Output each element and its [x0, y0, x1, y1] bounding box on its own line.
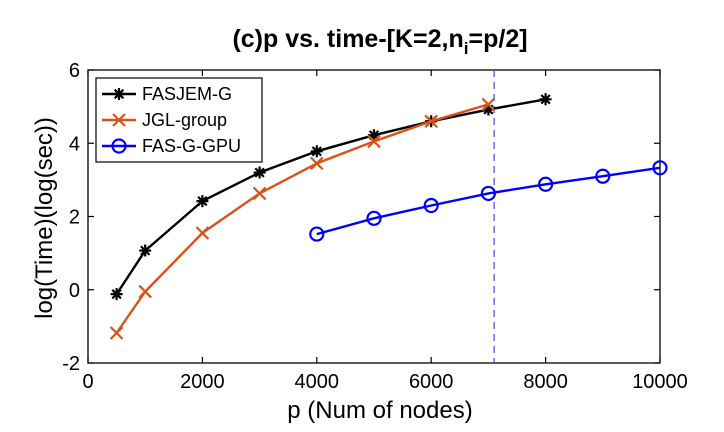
data-point-asterisk: [310, 145, 323, 158]
x-tick-label: 4000: [295, 371, 340, 393]
plot-area: 0 2000 4000 6000 8000 10000-20246FASJEM-GJGL-…: [62, 60, 688, 393]
legend: FASJEM-G JGL-group FAS-G-GPU: [95, 77, 263, 163]
data-point-x: [109, 326, 124, 340]
y-tick-label: -2: [62, 353, 80, 375]
legend-item: FASJEM-G: [102, 84, 232, 104]
data-point-circle: [537, 176, 554, 192]
data-point-x: [252, 186, 267, 201]
data-point-x: [138, 284, 152, 299]
data-point-circle: [309, 226, 325, 242]
series-jgl-group: [109, 97, 496, 340]
x-axis-label: p (Num of nodes): [287, 397, 472, 424]
y-tick-label: 2: [69, 207, 80, 229]
chart-title: (c)p vs. time-[K=2,ni=p/2]: [232, 25, 527, 58]
legend-label: JGL-group: [142, 110, 227, 130]
x-tick-label: 8000: [523, 371, 568, 393]
x-tick-label: 0: [82, 371, 93, 393]
data-point-asterisk: [482, 103, 495, 116]
data-point-circle: [111, 138, 127, 154]
series-fas-g-gpu: [309, 160, 668, 242]
data-point-x: [481, 97, 496, 112]
data-point-x: [367, 134, 381, 149]
series-line: [316, 166, 661, 236]
legend-item: JGL-group: [102, 110, 227, 130]
data-point-circle: [480, 185, 496, 202]
data-point-x: [310, 156, 324, 171]
series-fasjem-g: [110, 93, 552, 301]
chart-title-subscript: i: [464, 39, 469, 58]
chart-title-suffix: =p/2]: [469, 25, 528, 53]
chart-title-main: (c)p vs. time-[K=2,n: [232, 25, 463, 53]
y-tick-label: 4: [69, 133, 80, 155]
data-point-asterisk: [139, 244, 152, 257]
data-point-asterisk: [113, 88, 125, 100]
data-point-x: [424, 114, 438, 129]
data-point-circle: [366, 210, 382, 226]
data-point-circle: [652, 160, 668, 176]
data-point-circle: [595, 168, 611, 184]
legend-label: FASJEM-G: [142, 84, 232, 104]
legend-item: FAS-G-GPU: [102, 136, 241, 156]
y-tick-label: 0: [69, 280, 80, 302]
legend-label: FAS-G-GPU: [142, 136, 241, 156]
data-point-asterisk: [539, 93, 552, 106]
data-point-asterisk: [196, 195, 209, 208]
series-line: [115, 103, 489, 334]
y-tick-label: 6: [69, 60, 80, 82]
x-tick-label: 2000: [180, 371, 225, 393]
data-point-asterisk: [110, 288, 123, 301]
data-point-x: [112, 113, 126, 127]
data-point-asterisk: [253, 166, 266, 179]
data-point-x: [195, 226, 210, 240]
data-point-circle: [423, 197, 439, 214]
x-tick-label: 10000: [632, 371, 688, 393]
y-axis-label: log(Time)(log(sec)): [31, 117, 58, 319]
x-tick-label: 6000: [409, 371, 454, 393]
data-point-asterisk: [368, 129, 380, 142]
